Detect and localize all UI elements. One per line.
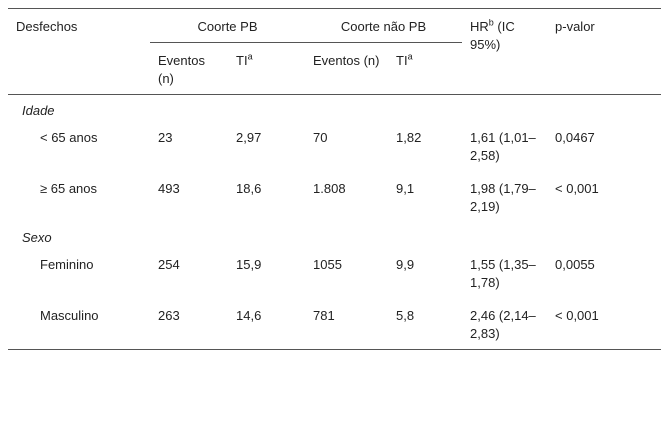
cell: 5,8 bbox=[396, 308, 415, 323]
data-row: ≥ 65 anos 493 18,6 1.808 9,1 1,98 (1,79–2,19)… bbox=[8, 171, 661, 222]
section-title: Idade bbox=[22, 103, 55, 118]
subheader-cell: Eventos (n) bbox=[305, 42, 389, 95]
subheader-row: Eventos (n) TIa Eventos (n) TIa bbox=[8, 42, 661, 95]
row-label: < 65 anos bbox=[40, 130, 98, 145]
cell: < 0,001 bbox=[555, 308, 599, 323]
cell: < 0,001 bbox=[555, 181, 599, 196]
subheader-cell: TIa bbox=[228, 42, 306, 95]
cell: 0,0055 bbox=[555, 257, 595, 272]
outcomes-table: Desfechos Coorte PB Coorte não PB HRb (IC 9… bbox=[8, 8, 662, 350]
subheader-cell: TIa bbox=[388, 42, 463, 95]
text: HR bbox=[470, 19, 489, 34]
row-label: ≥ 65 anos bbox=[40, 181, 98, 196]
cell: 1.808 bbox=[313, 181, 346, 196]
cell: 14,6 bbox=[236, 308, 262, 323]
group-header: Coorte não PB bbox=[305, 8, 463, 43]
cell: 70 bbox=[313, 130, 328, 145]
cell: 1,98 (1,79–2,19) bbox=[470, 181, 536, 214]
text: (IC 95%) bbox=[470, 19, 515, 52]
cell: 1,61 (1,01–2,58) bbox=[470, 130, 536, 163]
cell: 493 bbox=[158, 181, 180, 196]
section-title: Sexo bbox=[22, 230, 52, 245]
cell: 254 bbox=[158, 257, 180, 272]
data-row: < 65 anos 23 2,97 70 1,82 1,61 (1,01–2,58) 0,0… bbox=[8, 120, 661, 171]
text: Eventos (n) bbox=[313, 53, 380, 68]
section-row: Idade bbox=[8, 95, 661, 121]
superscript: b bbox=[488, 17, 494, 28]
cell: 263 bbox=[158, 308, 180, 323]
cell: 1055 bbox=[313, 257, 342, 272]
superscript: a bbox=[247, 51, 253, 62]
cell: 781 bbox=[313, 308, 335, 323]
cell: 9,9 bbox=[396, 257, 415, 272]
header-row: Desfechos Coorte PB Coorte não PB HRb (IC 9… bbox=[8, 8, 662, 95]
data-row: Masculino 263 14,6 781 5,8 2,46 (2,14–2,83) < … bbox=[8, 298, 661, 350]
row-label: Masculino bbox=[40, 308, 99, 323]
header-cell: p-valor bbox=[547, 8, 662, 95]
cell: 2,46 (2,14–2,83) bbox=[470, 308, 536, 341]
section-row: Sexo bbox=[8, 222, 661, 247]
superscript: a bbox=[407, 51, 413, 62]
header-cell: HRb (IC 95%) bbox=[462, 8, 548, 95]
row-label: Feminino bbox=[40, 257, 94, 272]
cell: 23 bbox=[158, 130, 173, 145]
cell: 9,1 bbox=[396, 181, 415, 196]
header-cell: Desfechos bbox=[8, 8, 150, 95]
text: Eventos (n) bbox=[158, 53, 205, 86]
cell: 2,97 bbox=[236, 130, 262, 145]
cell: 15,9 bbox=[236, 257, 262, 272]
cell: 0,0467 bbox=[555, 130, 595, 145]
data-row: Feminino 254 15,9 1055 9,9 1,55 (1,35–1,78) 0,… bbox=[8, 247, 661, 298]
group-header: Coorte PB bbox=[150, 8, 306, 43]
cell: 1,55 (1,35–1,78) bbox=[470, 257, 536, 290]
cell: 1,82 bbox=[396, 130, 422, 145]
text: TI bbox=[236, 53, 248, 68]
text: TI bbox=[396, 53, 408, 68]
cell: 18,6 bbox=[236, 181, 262, 196]
subheader-cell: Eventos (n) bbox=[150, 42, 228, 95]
